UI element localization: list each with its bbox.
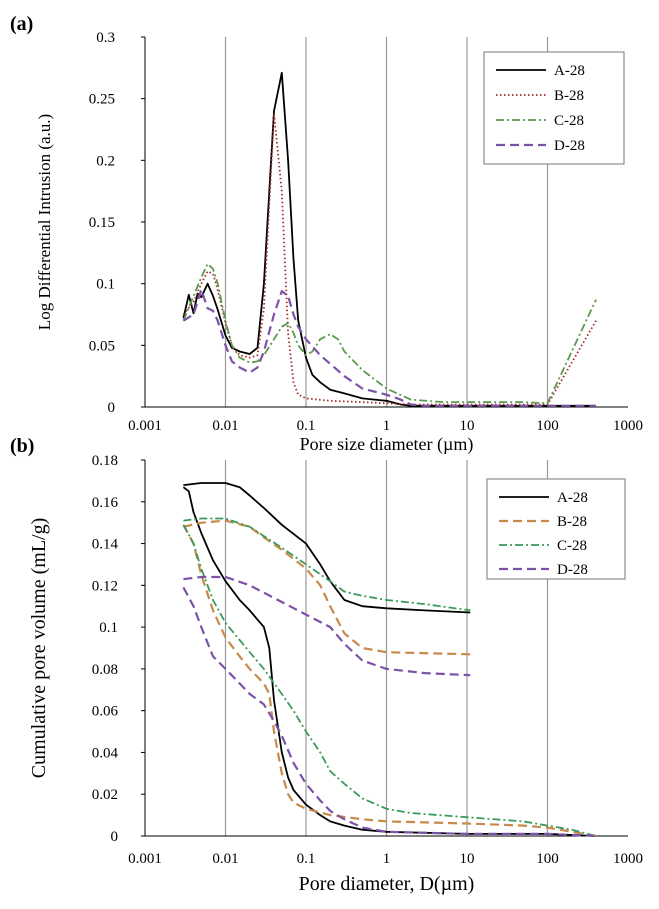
x-tick-label: 0.01 bbox=[212, 418, 238, 434]
x-tick-label: 1 bbox=[383, 851, 391, 867]
series-line-a-28-intrusion bbox=[182, 486, 597, 837]
panel-label: (a) bbox=[10, 13, 33, 35]
chart-panel-b: (b) 0.001 0.01 0.1 1 10 100 1000 0 0.02 0.04 0.06 0.… bbox=[10, 435, 643, 895]
y-tick-label: 0.18 bbox=[92, 453, 118, 469]
x-tick-label: 1000 bbox=[613, 851, 643, 867]
x-tick-label: 1000 bbox=[613, 418, 643, 434]
x-axis-title: Pore size diameter (µm) bbox=[300, 434, 474, 455]
x-tick-label: 100 bbox=[536, 851, 559, 867]
series-line-a-28-extrusion bbox=[183, 482, 471, 614]
series-line-d-28 bbox=[182, 288, 596, 407]
series-line-c-28 bbox=[182, 263, 597, 405]
y-axis-title: Cumulative pore volume (mL/g) bbox=[28, 518, 50, 779]
x-tick-label: 10 bbox=[460, 418, 475, 434]
y-tick-label: 0.3 bbox=[96, 30, 115, 46]
chart-panel-a: (a) 0.001 0.01 0.1 1 10 100 1000 0 0.05 0.1 0.15 0.2… bbox=[10, 13, 643, 455]
series-line-c-28-intrusion bbox=[182, 524, 597, 837]
y-tick-label: 0 bbox=[108, 400, 116, 416]
legend-label-a-28: A-28 bbox=[557, 490, 588, 506]
series-line-b-28-intrusion bbox=[182, 524, 597, 838]
y-tick-label: 0.14 bbox=[92, 537, 119, 553]
y-tick-label: 0.1 bbox=[99, 620, 118, 636]
series-line-a-28 bbox=[182, 71, 596, 407]
x-tick-label: 0.1 bbox=[297, 851, 316, 867]
legend-label-a-28: A-28 bbox=[554, 63, 585, 79]
x-tick-label: 1 bbox=[383, 418, 391, 434]
y-tick-label: 0.08 bbox=[92, 662, 118, 678]
legend-label-b-28: B-28 bbox=[557, 514, 587, 530]
y-tick-label: 0.1 bbox=[96, 277, 115, 293]
x-axis-title: Pore diameter, D(µm) bbox=[299, 873, 475, 895]
legend-label-c-28: C-28 bbox=[557, 538, 587, 554]
legend-label-c-28: C-28 bbox=[554, 113, 584, 129]
y-tick-label: 0.2 bbox=[96, 153, 115, 169]
y-tick-label: 0 bbox=[111, 829, 119, 845]
legend-label-d-28: D-28 bbox=[554, 138, 585, 154]
x-tick-label: 0.001 bbox=[128, 851, 162, 867]
legend-label-d-28: D-28 bbox=[557, 562, 588, 578]
y-tick-label: 0.06 bbox=[92, 704, 119, 720]
legend-label-b-28: B-28 bbox=[554, 88, 584, 104]
x-tick-label: 10 bbox=[460, 851, 475, 867]
y-tick-label: 0.04 bbox=[92, 745, 119, 761]
y-tick-label: 0.12 bbox=[92, 578, 118, 594]
y-axis-title: Log Differential Intrusion (a.u.) bbox=[35, 114, 54, 330]
x-tick-label: 0.01 bbox=[212, 851, 238, 867]
y-tick-label: 0.16 bbox=[92, 495, 119, 511]
series-line-c-28-extrusion bbox=[183, 517, 471, 612]
series-line-d-28-extrusion bbox=[183, 575, 471, 677]
x-tick-label: 0.001 bbox=[128, 418, 162, 434]
legend-box bbox=[486, 478, 626, 580]
x-tick-label: 0.1 bbox=[297, 418, 316, 434]
y-tick-label: 0.25 bbox=[89, 92, 115, 108]
panel-label: (b) bbox=[10, 435, 34, 457]
y-tick-label: 0.15 bbox=[89, 215, 115, 231]
x-tick-label: 100 bbox=[536, 418, 559, 434]
series-line-d-28-intrusion bbox=[182, 586, 597, 838]
y-tick-label: 0.02 bbox=[92, 787, 118, 803]
y-tick-label: 0.05 bbox=[89, 338, 115, 354]
series-line-b-28-extrusion bbox=[183, 519, 471, 656]
